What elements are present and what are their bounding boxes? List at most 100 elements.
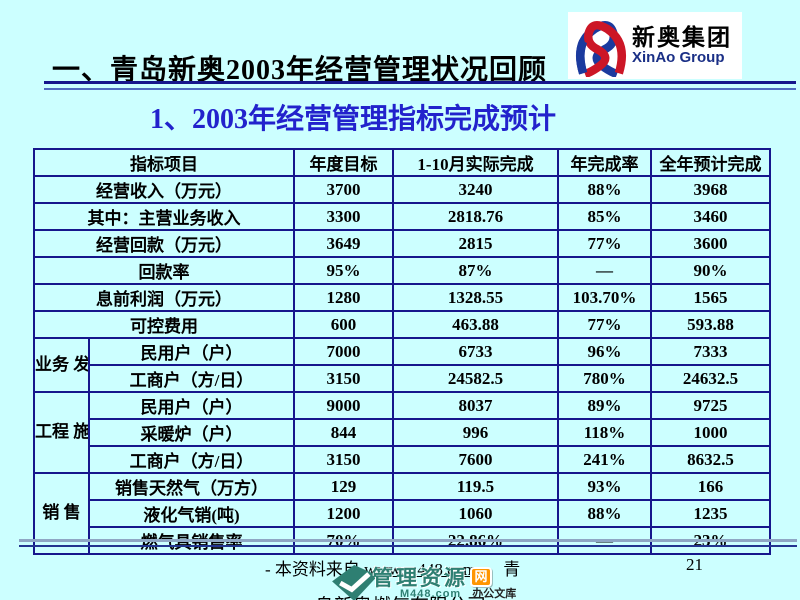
metrics-table: 指标项目 年度目标 1-10月实际完成 年完成率 全年预计完成 经营收入（万元）… — [33, 148, 771, 555]
value-cell: 96% — [557, 337, 652, 366]
table-header-row: 指标项目 年度目标 1-10月实际完成 年完成率 全年预计完成 — [33, 148, 771, 177]
col-header-indicator: 指标项目 — [33, 148, 295, 177]
metrics-table-body: 经营收入（万元） 3700 3240 88% 3968 其中：主营业务收入 3300 2818… — [33, 175, 771, 555]
indicator-label-cell: 销售天然气（万方） — [88, 472, 295, 501]
value-cell: 119.5 — [392, 472, 559, 501]
value-cell: 3150 — [293, 445, 394, 474]
table-row: 经营回款（万元） 3649 2815 77% 3600 — [33, 229, 771, 258]
value-cell: 1328.55 — [392, 283, 559, 312]
indicator-label-cell: 其中：主营业务收入 — [33, 202, 295, 231]
value-cell: 103.70% — [557, 283, 652, 312]
indicator-label-cell: 息前利润（万元） — [33, 283, 295, 312]
metrics-table-header: 指标项目 年度目标 1-10月实际完成 年完成率 全年预计完成 — [33, 148, 771, 177]
table-row: 工商户（方/日） 3150 7600 241% 8632.5 — [34, 445, 771, 474]
value-cell: 8037 — [392, 391, 559, 420]
value-cell: 1000 — [650, 418, 771, 447]
value-cell: 780% — [557, 364, 652, 393]
title-underline-primary — [44, 81, 796, 84]
watermark-tagline-site: M448.com — [400, 588, 462, 600]
value-cell: 844 — [293, 418, 394, 447]
value-cell: 2815 — [392, 229, 559, 258]
value-cell: 8632.5 — [650, 445, 771, 474]
logo-name-cn: 新奥集团 — [632, 24, 732, 50]
source-link[interactable]: www.m448.com — [364, 560, 477, 579]
title-underline-secondary — [44, 88, 796, 90]
value-cell: 6733 — [392, 337, 559, 366]
indicator-label-cell: 可控费用 — [33, 310, 295, 339]
indicator-label-cell: 液化气销(吨) — [88, 499, 295, 528]
value-cell: 463.88 — [392, 310, 559, 339]
footer-note-prefix: - 本资料来自 — [265, 560, 365, 579]
logo-name-en: XinAo Group — [632, 48, 725, 66]
watermark-brand-row: 管理资源 网 — [372, 562, 492, 592]
value-cell: 2818.76 — [392, 202, 559, 231]
value-cell: 3968 — [650, 175, 771, 204]
col-header-actual: 1-10月实际完成 — [392, 148, 559, 177]
value-cell: 600 — [293, 310, 394, 339]
col-header-completion-rate: 年完成率 — [557, 148, 652, 177]
value-cell: 24582.5 — [392, 364, 559, 393]
value-cell: 1280 — [293, 283, 394, 312]
watermark-brand: 管理资源 — [372, 566, 468, 590]
value-cell: 1200 — [293, 499, 394, 528]
value-cell: 166 — [650, 472, 771, 501]
value-cell: 77% — [557, 229, 652, 258]
watermark-badge: 网 — [470, 567, 492, 587]
value-cell: 93% — [557, 472, 652, 501]
indicator-label-cell: 回款率 — [33, 256, 295, 285]
indicator-label-cell: 工商户（方/日） — [88, 364, 295, 393]
value-cell: 129 — [293, 472, 394, 501]
watermark-tagline-label: 办公文库 — [472, 588, 517, 600]
watermark-logo-icon — [332, 565, 378, 600]
indicator-label-cell: 经营回款（万元） — [33, 229, 295, 258]
value-cell: 1565 — [650, 283, 771, 312]
watermark: 管理资源 网 M448.com 办公文库 — [330, 558, 570, 600]
watermark-tagline: M448.com 办公文库 — [400, 585, 516, 600]
value-cell: 3300 — [293, 202, 394, 231]
logo-text: 新奥集团 XinAo Group — [632, 24, 732, 66]
value-cell: 7000 — [293, 337, 394, 366]
table-row: 回款率 95% 87% —90% — [33, 256, 771, 285]
table-row: 工商户（方/日） 3150 24582.5 780% 24632.5 — [34, 364, 771, 393]
table-row: 销 售销售天然气（万方） 129 119.5 93% 166 — [33, 472, 771, 555]
value-cell: 90% — [650, 256, 771, 285]
indicator-label-cell: 采暖炉（户） — [88, 418, 295, 447]
table-row: 经营收入（万元） 3700 3240 88% 3968 — [33, 175, 771, 204]
table-row: 液化气销(吨) 1200 1060 88% 1235 — [34, 499, 771, 528]
value-cell: 87% — [392, 256, 559, 285]
value-cell: 89% — [557, 391, 652, 420]
value-cell: — — [557, 256, 652, 285]
footer-separator-gray — [19, 539, 797, 542]
indicator-label-cell: 民用户（户） — [88, 337, 295, 366]
value-cell: 241% — [557, 445, 652, 474]
table-row: 息前利润（万元） 1280 1328.55 103.70% 1565 — [33, 283, 771, 312]
value-cell: 9725 — [650, 391, 771, 420]
value-cell: 1235 — [650, 499, 771, 528]
value-cell: 3240 — [392, 175, 559, 204]
col-header-annual-target: 年度目标 — [293, 148, 394, 177]
company-logo-box: 新奥集团 XinAo Group — [568, 12, 742, 79]
value-cell: 88% — [557, 499, 652, 528]
value-cell: 95% — [293, 256, 394, 285]
value-cell: 1060 — [392, 499, 559, 528]
value-cell: 24632.5 — [650, 364, 771, 393]
page-title: 一、青岛新奥2003年经营管理状况回顾 — [52, 55, 548, 86]
value-cell: 593.88 — [650, 310, 771, 339]
section-subtitle: 1、2003年经营管理指标完成预计 — [150, 104, 557, 135]
group-cell: 工程 施工 — [33, 391, 90, 474]
value-cell: 996 — [392, 418, 559, 447]
indicator-label-cell: 民用户（户） — [88, 391, 295, 420]
value-cell: 7333 — [650, 337, 771, 366]
value-cell: 85% — [557, 202, 652, 231]
value-cell: 3150 — [293, 364, 394, 393]
page-number: 21 — [686, 555, 703, 574]
value-cell: 3460 — [650, 202, 771, 231]
table-row: 其中：主营业务收入 3300 2818.76 85% 3460 — [33, 202, 771, 231]
col-header-forecast: 全年预计完成 — [650, 148, 771, 177]
value-cell: 3700 — [293, 175, 394, 204]
value-cell: 9000 — [293, 391, 394, 420]
value-cell: 3649 — [293, 229, 394, 258]
